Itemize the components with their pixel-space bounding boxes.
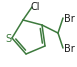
Text: Br: Br xyxy=(64,44,74,54)
Text: Cl: Cl xyxy=(30,2,40,12)
Text: Br: Br xyxy=(64,14,74,24)
Text: S: S xyxy=(5,34,11,44)
